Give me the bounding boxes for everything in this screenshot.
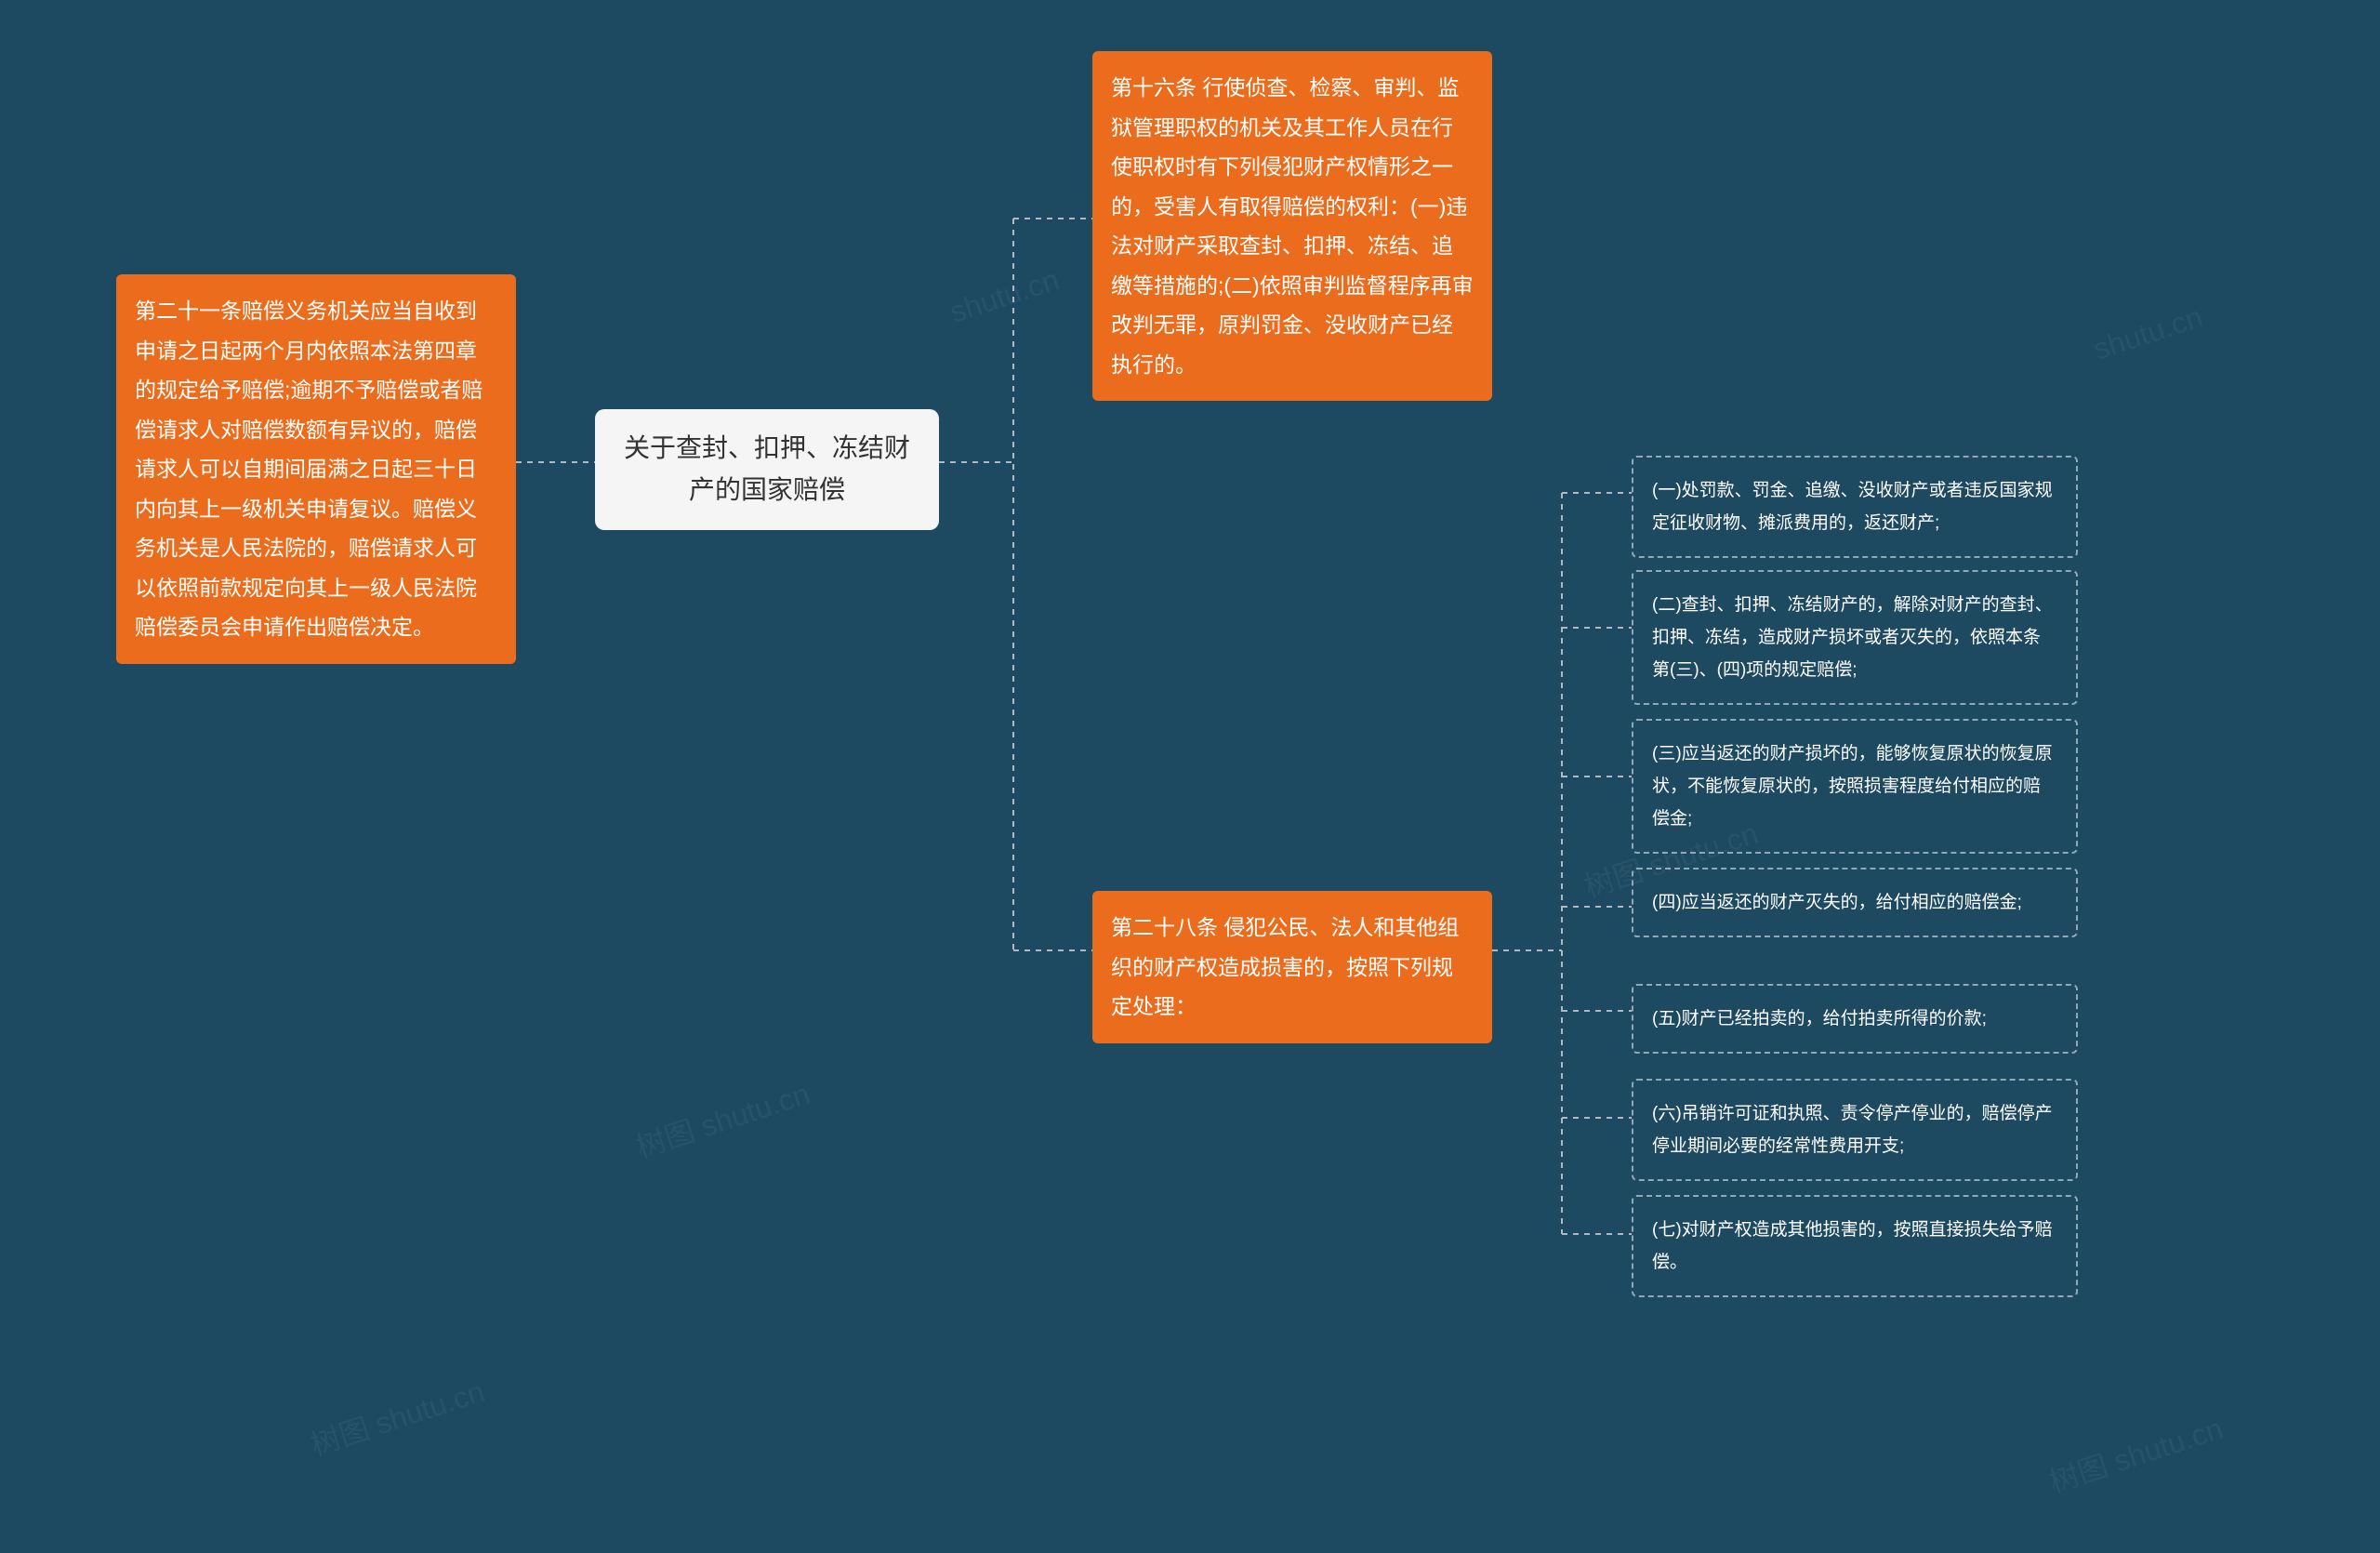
node-text: (三)应当返还的财产损坏的，能够恢复原状的恢复原状，不能恢复原状的，按照损害程度… <box>1652 744 2053 829</box>
node-text: (七)对财产权造成其他损害的，按照直接损失给予赔偿。 <box>1652 1220 2053 1272</box>
watermark: shutu.cn <box>2089 299 2206 367</box>
mindmap-subnode-7[interactable]: (七)对财产权造成其他损害的，按照直接损失给予赔偿。 <box>1632 1195 2078 1297</box>
node-text: (四)应当返还的财产灭失的，给付相应的赔偿金; <box>1652 893 2022 912</box>
node-text: (六)吊销许可证和执照、责令停产停业的，赔偿停产停业期间必要的经常性费用开支; <box>1652 1104 2053 1156</box>
node-text: 第二十八条 侵犯公民、法人和其他组织的财产权造成损害的，按照下列规定处理： <box>1111 915 1459 1018</box>
mindmap-subnode-3[interactable]: (三)应当返还的财产损坏的，能够恢复原状的恢复原状，不能恢复原状的，按照损害程度… <box>1632 719 2078 854</box>
node-text: (五)财产已经拍卖的，给付拍卖所得的价款; <box>1652 1009 1987 1029</box>
watermark: 树图 shutu.cn <box>630 1070 815 1167</box>
mindmap-subnode-5[interactable]: (五)财产已经拍卖的，给付拍卖所得的价款; <box>1632 984 2078 1054</box>
node-text: (二)查封、扣押、冻结财产的，解除对财产的查封、扣押、冻结，造成财产损坏或者灭失… <box>1652 595 2053 680</box>
watermark: 树图 shutu.cn <box>2043 1405 2228 1502</box>
mindmap-root[interactable]: 关于查封、扣押、冻结财 产的国家赔偿 <box>595 409 939 530</box>
watermark: shutu.cn <box>945 262 1063 330</box>
mindmap-subnode-1[interactable]: (一)处罚款、罚金、追缴、没收财产或者违反国家规定征收财物、摊派费用的，返还财产… <box>1632 456 2078 558</box>
node-text: (一)处罚款、罚金、追缴、没收财产或者违反国家规定征收财物、摊派费用的，返还财产… <box>1652 481 2053 533</box>
mindmap-subnode-2[interactable]: (二)查封、扣押、冻结财产的，解除对财产的查封、扣押、冻结，造成财产损坏或者灭失… <box>1632 570 2078 705</box>
mindmap-root-label: 关于查封、扣押、冻结财 产的国家赔偿 <box>624 433 910 504</box>
watermark: 树图 shutu.cn <box>305 1368 490 1465</box>
mindmap-node-article16[interactable]: 第十六条 行使侦查、检察、审判、监狱管理职权的机关及其工作人员在行使职权时有下列… <box>1092 51 1492 401</box>
mindmap-node-article28[interactable]: 第二十八条 侵犯公民、法人和其他组织的财产权造成损害的，按照下列规定处理： <box>1092 891 1492 1043</box>
mindmap-subnode-6[interactable]: (六)吊销许可证和执照、责令停产停业的，赔偿停产停业期间必要的经常性费用开支; <box>1632 1079 2078 1181</box>
mindmap-node-left[interactable]: 第二十一条赔偿义务机关应当自收到申请之日起两个月内依照本法第四章的规定给予赔偿;… <box>116 274 516 664</box>
node-text: 第二十一条赔偿义务机关应当自收到申请之日起两个月内依照本法第四章的规定给予赔偿;… <box>135 299 483 639</box>
mindmap-subnode-4[interactable]: (四)应当返还的财产灭失的，给付相应的赔偿金; <box>1632 868 2078 937</box>
node-text: 第十六条 行使侦查、检察、审判、监狱管理职权的机关及其工作人员在行使职权时有下列… <box>1111 75 1474 377</box>
